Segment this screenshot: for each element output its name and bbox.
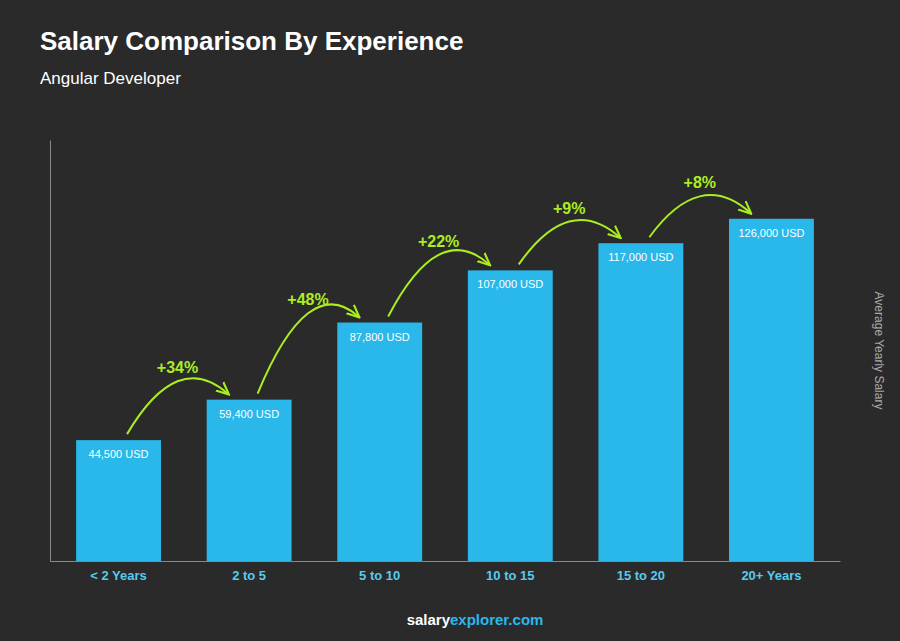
title: Salary Comparison By Experience — [40, 26, 463, 56]
bar — [337, 323, 422, 561]
annotation: +9% — [553, 200, 585, 217]
bar — [207, 400, 292, 561]
bar — [729, 219, 814, 561]
data-label: 107,000 USD — [477, 278, 543, 290]
x-tick: 5 to 10 — [359, 561, 400, 583]
annotation: +34% — [157, 359, 198, 376]
data-label: 126,000 USD — [738, 227, 804, 239]
data-label: 44,500 USD — [89, 448, 149, 460]
x-tick: 20+ Years — [741, 561, 801, 583]
chart: Salary Comparison By Experience Angular D… — [0, 0, 900, 641]
subtitle: Angular Developer — [40, 69, 181, 88]
y-axis — [50, 141, 51, 562]
data-label: 117,000 USD — [608, 251, 673, 263]
change-arrow — [127, 378, 228, 434]
x-tick-label: 15 to 20 — [617, 568, 665, 583]
x-tick-label: 10 to 15 — [486, 568, 534, 583]
x-axis: < 2 Years 2 to 5 5 to 10 10 to 15 15 to 20 20… — [51, 561, 841, 583]
change-arrow — [388, 250, 489, 316]
x-tick-label: 20+ Years — [741, 568, 801, 583]
y-axis-line — [50, 141, 51, 562]
change-arrow — [258, 304, 359, 393]
x-tick: 10 to 15 — [486, 561, 534, 583]
background — [0, 0, 900, 641]
x-tick-label: 2 to 5 — [232, 568, 266, 583]
x-tick: < 2 Years — [90, 561, 147, 583]
bars — [76, 219, 814, 561]
y-axis-title: Average Yearly Salary — [872, 292, 886, 410]
change-arrow — [519, 220, 620, 264]
bar — [76, 440, 161, 561]
bar — [598, 243, 683, 561]
x-tick: 2 to 5 — [232, 561, 266, 583]
plot: 44,500 USD 59,400 USD 87,800 USD 107,000 US… — [51, 141, 841, 584]
bar — [468, 270, 553, 561]
x-tick: 15 to 20 — [617, 561, 665, 583]
data-label: 59,400 USD — [219, 408, 279, 420]
change-arrow — [649, 195, 750, 237]
annotation: +8% — [684, 174, 716, 191]
footer: salary — [407, 611, 451, 628]
data-labels: 44,500 USD 59,400 USD 87,800 USD 107,000 US… — [89, 227, 805, 460]
x-tick-label: 5 to 10 — [359, 568, 400, 583]
footer: explorer.com — [450, 611, 543, 628]
annotations: +34% +48% +22% +9% +8% — [127, 174, 750, 434]
x-axis-line — [51, 561, 841, 562]
annotation: +22% — [418, 233, 459, 250]
annotation: +48% — [287, 291, 328, 308]
x-tick-label: < 2 Years — [90, 568, 147, 583]
data-label: 87,800 USD — [350, 331, 410, 343]
